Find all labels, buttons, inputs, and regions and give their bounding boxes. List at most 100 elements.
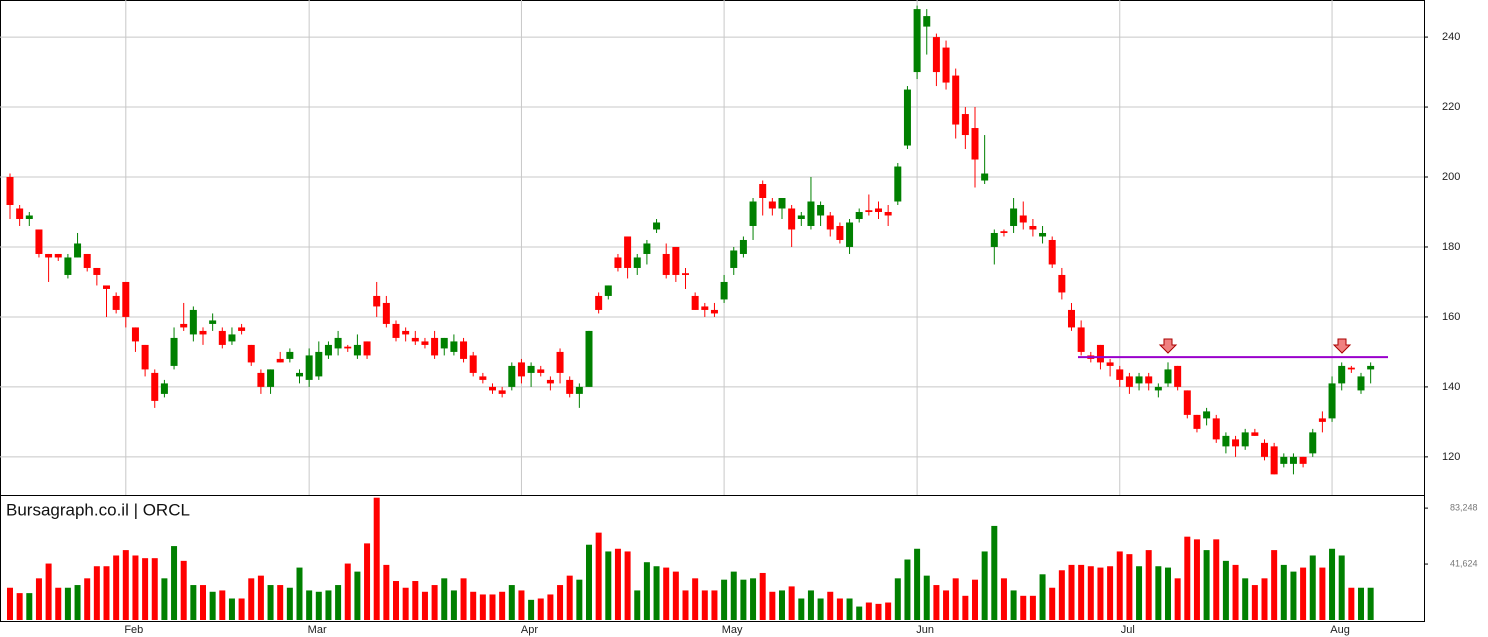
volume-bar [151,558,158,620]
volume-bar [1174,578,1181,620]
volume-bar [1000,578,1007,620]
volume-bar [373,497,380,620]
volume-bar [344,563,351,620]
candle-body [614,257,622,268]
volume-bar [643,562,650,620]
candle-body [170,337,178,366]
candle-body [469,355,477,373]
candle-body [691,295,699,310]
candle-body [1270,446,1278,475]
y-tick-label: 140 [1442,381,1460,393]
volume-bar [64,587,71,620]
volume-bar [933,585,940,620]
volume-bar [856,606,863,620]
volume-bar [672,571,679,620]
volume-bar [1367,587,1374,620]
candle-body [267,369,275,387]
candle-body [749,201,757,226]
candle-body [1299,456,1307,464]
volume-bar [93,566,100,620]
candle-body [508,365,516,387]
volume-bar [991,525,998,620]
volume-bar [807,590,814,620]
x-tick-label: Feb [124,624,143,636]
volume-bar [1155,566,1162,620]
volume-bar [364,543,371,620]
volume-bar [190,585,197,620]
candle-body [566,379,574,394]
candle-body [817,204,825,216]
volume-bar [1280,564,1287,620]
volume-bar [55,587,62,620]
candle-body [1261,442,1268,457]
candle-body [1338,365,1346,384]
volume-bar [653,566,660,620]
volume-bar [450,590,457,620]
volume-bar [817,598,824,620]
candle-body [1193,414,1201,429]
candle-body [64,257,72,275]
volume-bar [171,546,178,620]
candle-body [353,344,361,356]
volume-bar [113,555,120,620]
candle-body [903,89,911,146]
candle-body [1154,386,1162,391]
volume-bar [325,590,332,620]
volume-bar [142,558,149,620]
volume-bar [1329,548,1336,620]
volume-bar [35,578,42,620]
candle-body [720,281,728,300]
candle-body [788,208,796,230]
candle-body [739,239,747,254]
candle-body [411,337,419,342]
arrow-marker [1332,338,1352,354]
y-tick-label: 120 [1442,451,1460,463]
volume-bar [1193,539,1200,620]
volume-bar [7,587,13,620]
x-tick-label: Jun [916,624,934,636]
y-tick-label: 180 [1442,241,1460,253]
candle-body [54,253,62,258]
volume-bar [1358,587,1364,620]
candle-body [392,323,400,338]
volume-bar [383,564,390,620]
x-tick-label: May [722,624,743,636]
x-tick-label: Apr [521,624,538,636]
candle-body [489,386,496,391]
candle-body [662,253,670,275]
volume-bar [180,560,187,620]
volume-bar [537,598,544,620]
candle-body [778,198,786,209]
candle-body [517,362,525,377]
volume-bar [701,590,708,620]
candle-body [546,379,554,384]
candle-body [730,250,738,268]
candle-body [527,365,535,373]
volume-bar [1107,566,1114,620]
volume-bar [1165,567,1171,620]
chart-title: Bursagraph.co.il | ORCL [6,500,190,519]
candle-body [151,372,159,401]
volume-bar [1145,550,1152,620]
volume-bar [586,544,592,620]
volume-bar [836,598,843,620]
volume-bar [943,590,950,620]
volume-bar [296,567,303,620]
volume-bar [692,578,699,620]
volume-bar [286,587,293,620]
volume-bar [798,598,805,620]
volume-tick-label: 83,248 [1450,502,1478,512]
volume-bar [1300,567,1307,620]
price-panel [6,5,1375,475]
x-tick-label: Jul [1121,624,1135,636]
candle-body [826,215,834,230]
annotations [1078,338,1388,359]
candle-body [1241,432,1249,447]
volume-bar [595,532,602,620]
candle-body [865,210,873,212]
candle-body [1048,239,1056,265]
volume-bar [132,555,139,620]
candle-body [1077,327,1085,352]
candle-body [1183,390,1191,415]
candle-body [112,295,120,310]
